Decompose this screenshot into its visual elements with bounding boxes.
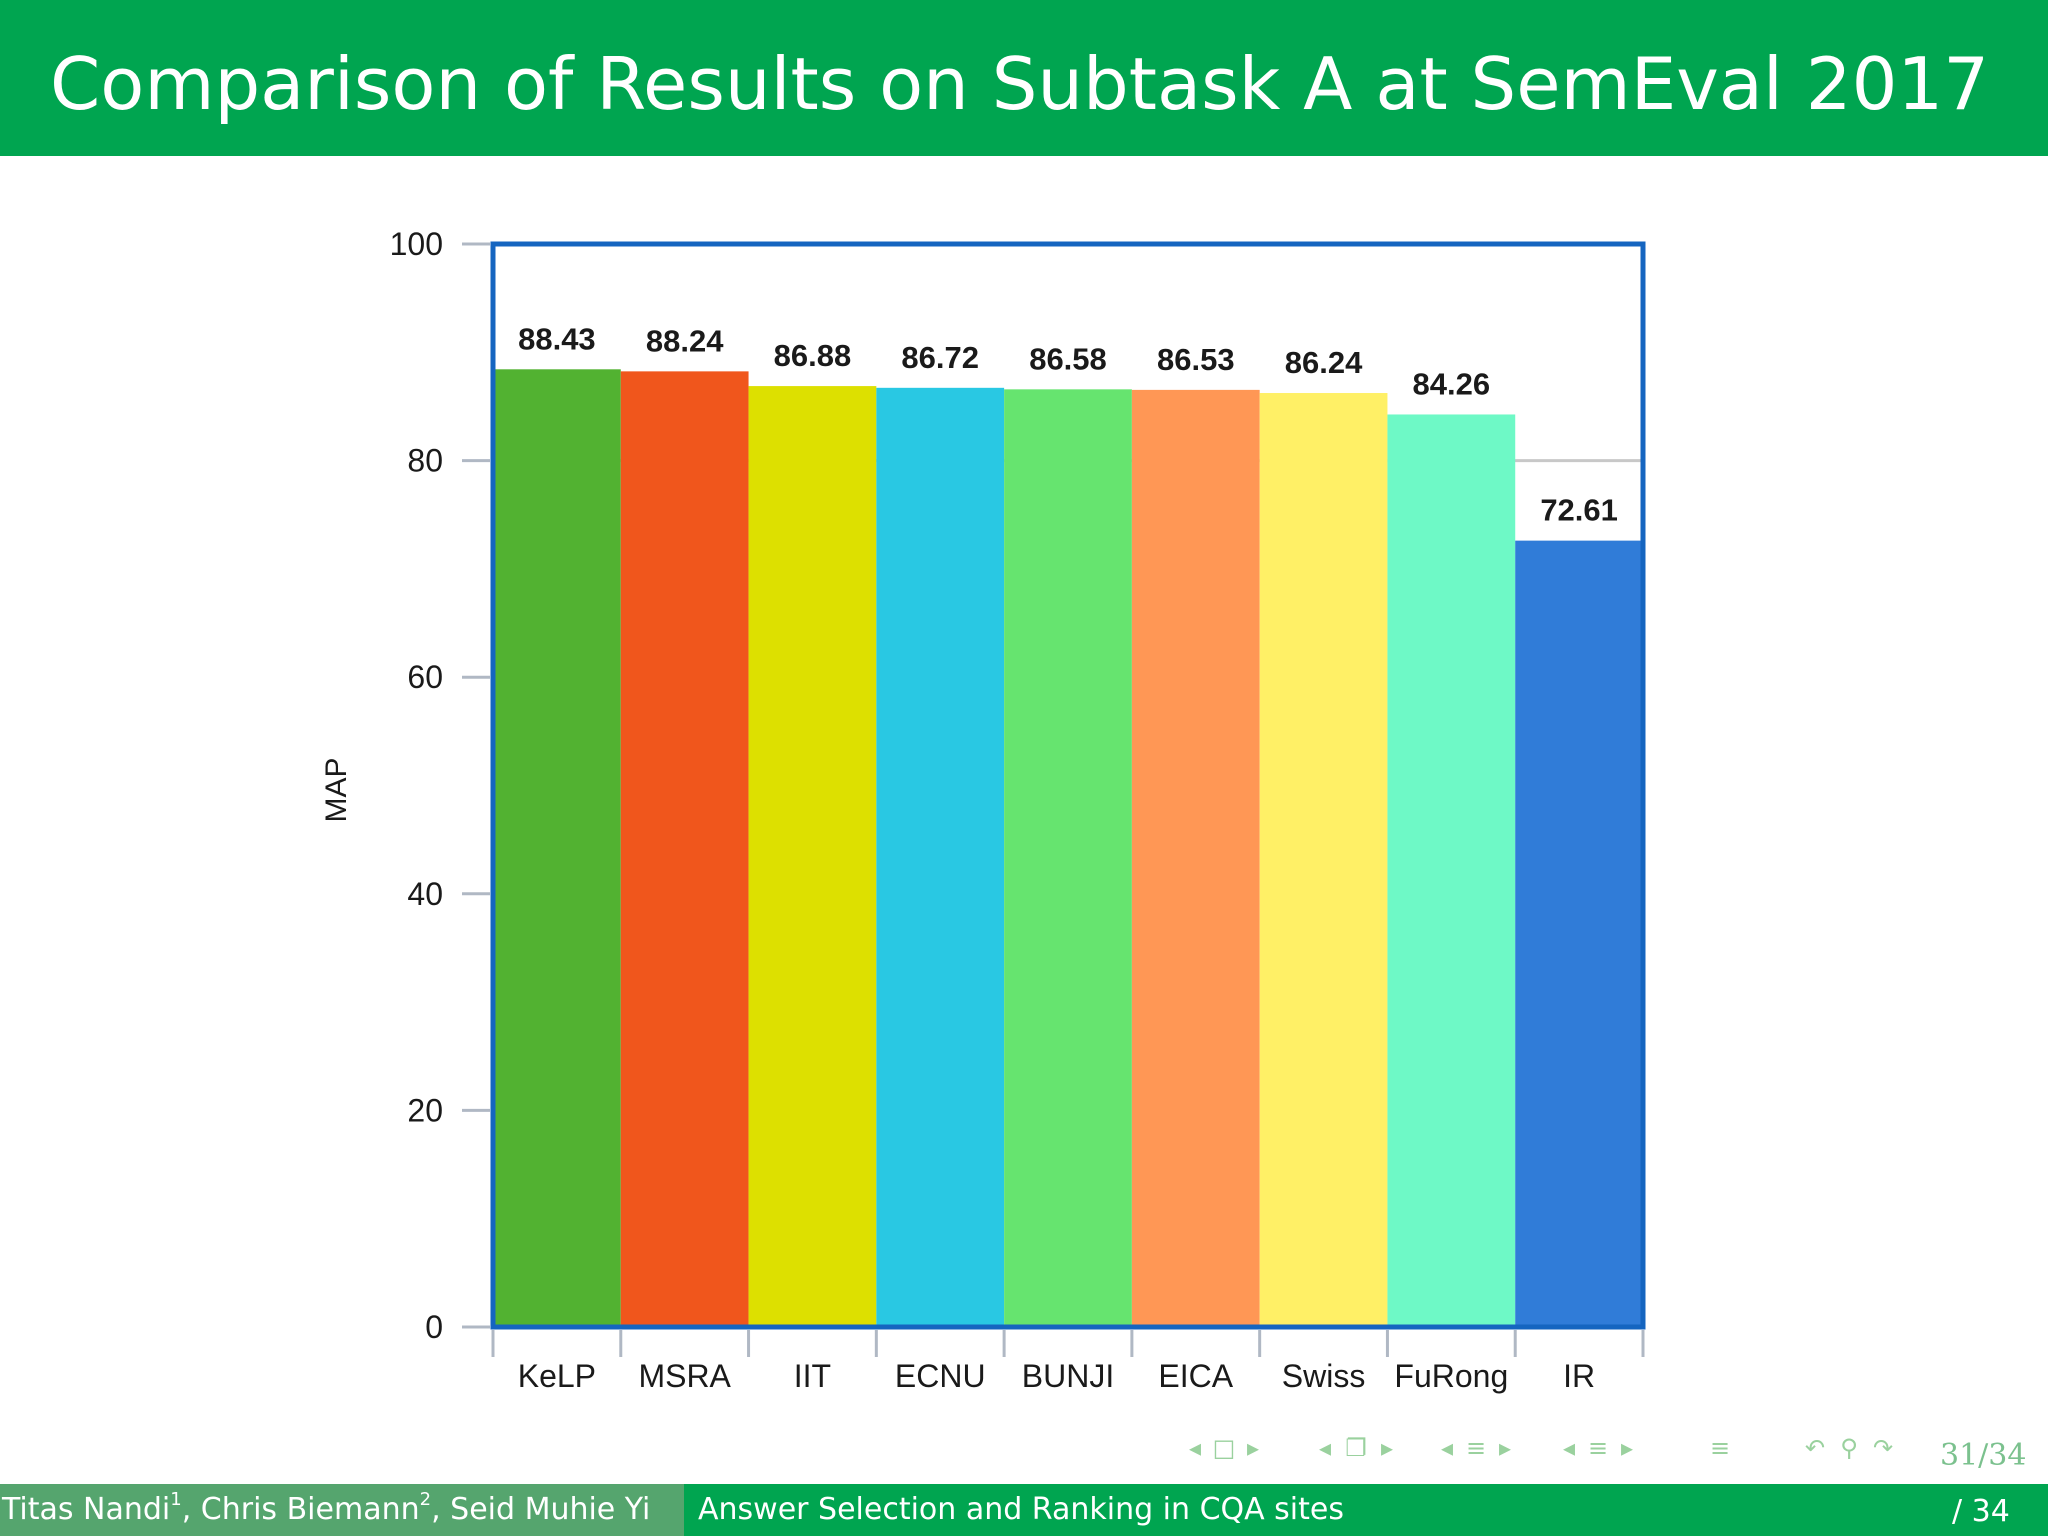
y-tick-label: 20 [407, 1092, 443, 1128]
nav-prev-subsection-icon[interactable]: ◂ [1318, 1434, 1332, 1462]
footer-affil-2: 2 [419, 1489, 432, 1510]
y-tick-label: 60 [407, 659, 443, 695]
footer-affil-1: 1 [170, 1489, 182, 1510]
bar [748, 386, 877, 1327]
bar [1259, 393, 1388, 1327]
data-label: 86.24 [1285, 345, 1363, 380]
footer-authors: Titas Nandi1, Chris Biemann2, Seid Muhie… [0, 1484, 684, 1536]
x-tick-label: FuRong [1394, 1358, 1508, 1394]
footer-talk-title: Answer Selection and Ranking in CQA site… [684, 1484, 1364, 1536]
bar [876, 387, 1005, 1327]
nav-slide-icon[interactable]: ≡ [1587, 1434, 1609, 1462]
nav-next-icon[interactable]: ▸ [1246, 1434, 1260, 1462]
data-label: 88.24 [646, 323, 724, 358]
nav-back-icon[interactable]: ↶ [1804, 1434, 1826, 1462]
footer-right-block [1364, 1484, 2048, 1536]
footer-author-3: , Seid Muhie Yi [431, 1492, 651, 1527]
footer: Titas Nandi1, Chris Biemann2, Seid Muhie… [0, 1484, 2048, 1536]
nav-search-icon[interactable]: ⚲ [1840, 1434, 1858, 1462]
x-tick-label: EICA [1158, 1358, 1233, 1394]
nav-prev-section-icon[interactable]: ◂ [1440, 1434, 1454, 1462]
navigation-bar: ◂ □ ▸ ◂ ❐ ▸ ◂ ≡ ▸ ◂ ≡ ▸ ≡ [1185, 1432, 1745, 1468]
nav-next-subsection-icon[interactable]: ▸ [1380, 1434, 1394, 1462]
footer-page-count: / 34 [1952, 1494, 2010, 1529]
data-label: 86.53 [1157, 342, 1235, 377]
y-tick-label: 100 [390, 226, 443, 262]
bar [1387, 414, 1516, 1327]
bar [1515, 540, 1643, 1327]
nav-menu-icon[interactable]: ≡ [1709, 1434, 1731, 1462]
nav-next-slide-icon[interactable]: ▸ [1620, 1434, 1634, 1462]
navigation-tools: ↶ ⚲ ↷ [1800, 1432, 1900, 1468]
plot-frame [490, 241, 1646, 1330]
footer-author-2: , Chris Biemann [181, 1492, 420, 1527]
page-number: 31/34 [1940, 1438, 2027, 1473]
nav-frame-icon[interactable]: □ [1212, 1434, 1236, 1462]
bar [1131, 389, 1260, 1327]
slide-title: Comparison of Results on Subtask A at Se… [50, 42, 1990, 126]
x-tick-label: KeLP [518, 1358, 596, 1394]
data-label: 86.72 [901, 340, 979, 375]
x-tick-label: Swiss [1282, 1358, 1366, 1394]
data-label: 72.61 [1540, 493, 1618, 528]
nav-section-icon[interactable]: ≡ [1465, 1434, 1487, 1462]
x-tick-label: BUNJI [1022, 1358, 1114, 1394]
x-tick-label: IIT [794, 1358, 831, 1394]
y-tick-label: 40 [407, 876, 443, 912]
data-label: 84.26 [1413, 366, 1491, 401]
bar [1004, 389, 1132, 1327]
nav-next-section-icon[interactable]: ▸ [1498, 1434, 1512, 1462]
x-tick-label: ECNU [895, 1358, 986, 1394]
x-tick-label: MSRA [638, 1358, 731, 1394]
x-tick-label: IR [1563, 1358, 1595, 1394]
title-bar: Comparison of Results on Subtask A at Se… [0, 0, 2048, 156]
y-tick-label: 80 [407, 443, 443, 479]
bar [620, 371, 749, 1327]
bar [493, 369, 621, 1327]
nav-prev-slide-icon[interactable]: ◂ [1562, 1434, 1576, 1462]
y-tick-label: 0 [425, 1309, 443, 1345]
nav-forward-icon[interactable]: ↷ [1872, 1434, 1894, 1462]
nav-subsection-icon[interactable]: ❐ [1345, 1434, 1367, 1462]
y-axis-title: MAP [320, 757, 353, 822]
data-label: 86.88 [774, 338, 852, 373]
nav-prev-icon[interactable]: ◂ [1188, 1434, 1202, 1462]
footer-author-1: Titas Nandi [2, 1492, 171, 1527]
bar-chart: 0 20 40 60 80 100 KeLP MSRA IIT ECNU BUNJI EICA Swi… [320, 226, 1646, 1394]
data-label: 88.43 [518, 321, 596, 356]
data-label: 86.58 [1029, 341, 1107, 376]
